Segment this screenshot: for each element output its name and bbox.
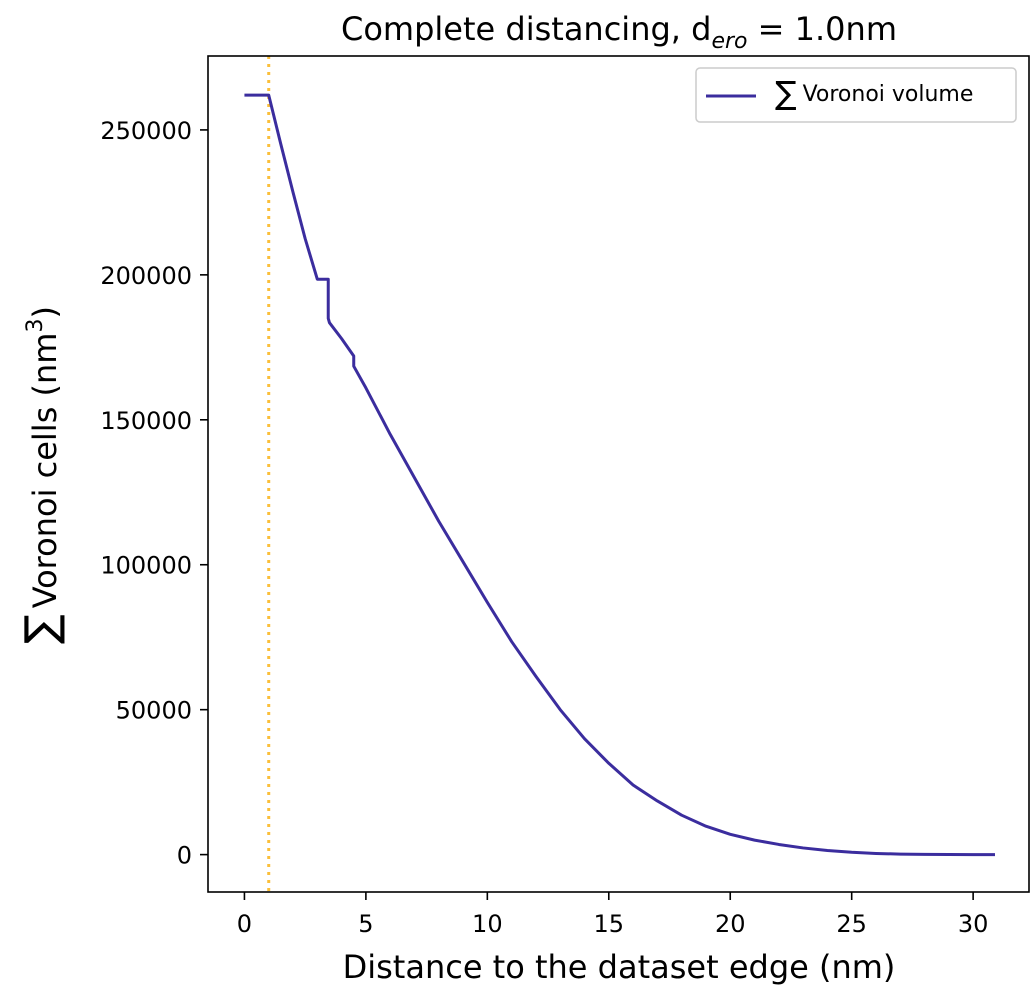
y-axis-label-main: Voronoi cells (nm <box>26 333 64 609</box>
data-series-line <box>244 93 995 857</box>
legend-sum-symbol: ∑ <box>775 74 797 112</box>
y-tick-label: 100000 <box>100 552 192 580</box>
legend-label: ∑ Voronoi volume <box>775 74 973 112</box>
axes-frame <box>207 55 1030 893</box>
y-tick-label: 150000 <box>100 407 192 435</box>
x-axis-label: Distance to the dataset edge (nm) <box>343 948 896 986</box>
x-tick-label: 20 <box>715 910 746 938</box>
y-tick-label: 200000 <box>100 262 192 290</box>
y-tick-label: 50000 <box>116 697 192 725</box>
x-tick-label: 0 <box>237 910 252 938</box>
plot-area <box>244 56 995 892</box>
x-tick-label: 15 <box>594 910 625 938</box>
legend-series-name: Voronoi volume <box>803 82 974 107</box>
title-suffix: = 1.0nm <box>747 10 897 48</box>
y-tick-label: 0 <box>177 842 192 870</box>
legend-box <box>695 67 1017 123</box>
title-subscript: ero <box>711 29 747 54</box>
y-axis-label-superscript: 3 <box>23 319 48 333</box>
x-tick-label: 30 <box>958 910 989 938</box>
x-tick-label: 25 <box>836 910 867 938</box>
chart-title: Complete distancing, dero = 1.0nm <box>341 10 897 54</box>
title-main: Complete distancing, d <box>341 10 711 48</box>
x-axis-ticks: 0 5 10 15 20 25 30 <box>237 892 989 938</box>
y-axis-ticks: 0 50000 100000 150000 200000 250000 <box>100 117 208 870</box>
y-axis-label-close: ) <box>26 306 64 318</box>
y-axis-sum-symbol: ∑ <box>16 614 67 644</box>
x-tick-label: 10 <box>472 910 503 938</box>
x-tick-label: 5 <box>358 910 373 938</box>
legend: ∑ Voronoi volume <box>695 67 1017 123</box>
y-axis-label: ∑ Voronoi cells (nm3) <box>16 306 67 644</box>
y-tick-label: 250000 <box>100 117 192 145</box>
